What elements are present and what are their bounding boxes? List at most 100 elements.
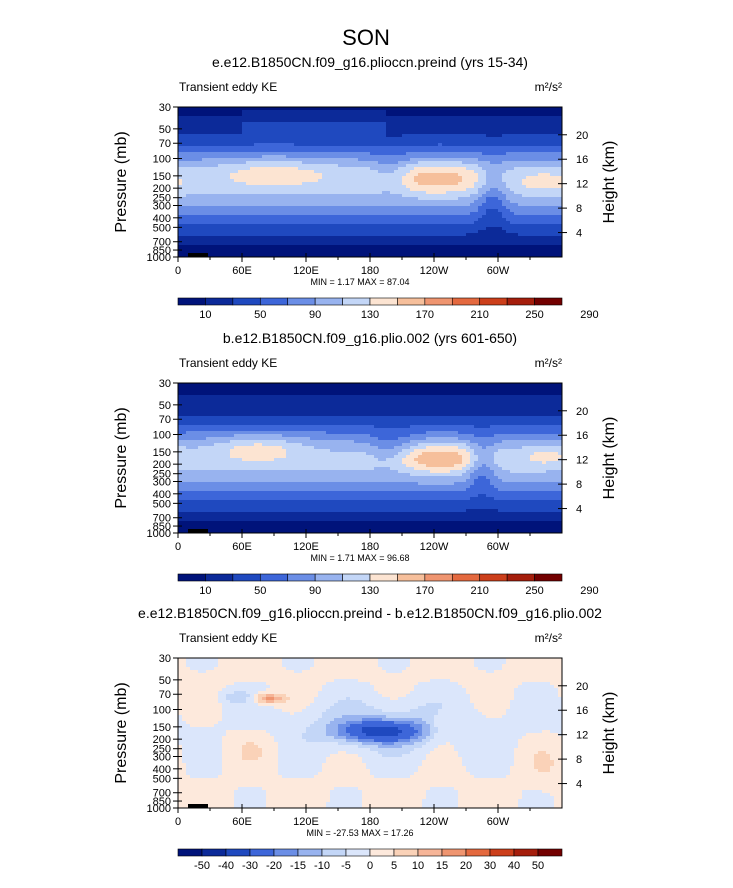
x-tick-label: 120W [420, 541, 449, 553]
colorbar-swatch [232, 297, 261, 306]
x-tick-label: 120W [420, 816, 449, 828]
x-tick-label: 180 [361, 541, 379, 553]
colorbar-label: 10 [199, 309, 211, 321]
panel-field-label: Transient eddy KE [179, 80, 277, 94]
colorbar-label: 5 [391, 860, 397, 872]
colorbar-swatch [342, 573, 371, 582]
colorbar-swatch [424, 573, 453, 582]
colorbar-label: 40 [508, 860, 520, 872]
height-tick-label: 12 [576, 730, 588, 742]
colorbar-swatch [314, 573, 343, 582]
colorbar-label: -30 [242, 860, 258, 872]
colorbar-swatch [451, 573, 481, 582]
colorbar-label: 10 [412, 860, 424, 872]
y-tick-label: 850 [153, 796, 171, 808]
colorbar-swatch [489, 848, 515, 857]
colorbar-swatch [201, 848, 227, 857]
y-tick-label: 30 [159, 653, 171, 665]
figure-title: SON [342, 25, 390, 50]
y-tick-label: 100 [153, 430, 171, 442]
contour-field [178, 658, 563, 809]
y-tick-label: 50 [159, 400, 171, 412]
colorbar-swatch [259, 297, 289, 306]
colorbar-swatch [513, 848, 539, 857]
y-tick-label: 250 [153, 744, 171, 756]
y-tick-label: 250 [153, 193, 171, 205]
colorbar-label: 250 [525, 309, 543, 321]
colorbar-swatch [393, 848, 419, 857]
height-tick-label: 8 [576, 479, 582, 491]
topography-mask [188, 804, 208, 808]
y2-axis-label: Height (km) [601, 417, 618, 500]
y-tick-label: 150 [153, 722, 171, 734]
contour-field [178, 107, 563, 258]
colorbar-label: -5 [341, 860, 351, 872]
colorbar-swatch [369, 848, 395, 857]
colorbar-swatch [534, 297, 563, 306]
y-tick-label: 70 [159, 138, 171, 150]
panel-field-label: Transient eddy KE [179, 631, 277, 645]
y-tick-label: 150 [153, 171, 171, 183]
colorbar-label: 130 [361, 309, 379, 321]
y-tick-label: 850 [153, 245, 171, 257]
x-tick-label: 60W [487, 265, 510, 277]
colorbar: 10 50 90 130 170 210 250 290 [177, 573, 599, 597]
y-tick-label: 200 [153, 734, 171, 746]
height-tick-label: 12 [576, 455, 588, 467]
x-tick-label: 120E [293, 265, 319, 277]
colorbar-swatch [273, 848, 299, 857]
height-tick-label: 4 [576, 504, 582, 516]
colorbar-swatch [232, 573, 261, 582]
colorbar-swatch [397, 297, 426, 306]
panel-units-label: m²/s² [535, 631, 562, 645]
colorbar-label: 90 [309, 585, 321, 597]
colorbar-label: 50 [254, 309, 266, 321]
min-max-stats: MIN = 1.17 MAX = 87.04 [310, 277, 409, 287]
colorbar-swatch [537, 848, 563, 857]
colorbar-swatch [177, 848, 203, 857]
y-tick-label: 50 [159, 124, 171, 136]
y-tick-label: 250 [153, 469, 171, 481]
y-tick-label: 100 [153, 705, 171, 717]
colorbar-label: 210 [471, 585, 489, 597]
colorbar-label: -40 [218, 860, 234, 872]
colorbar-swatch [451, 297, 481, 306]
height-tick-label: 8 [576, 203, 582, 215]
colorbar-label: 90 [309, 309, 321, 321]
y-tick-label: 400 [153, 764, 171, 776]
colorbar-swatch [345, 848, 371, 857]
y-tick-label: 1000 [147, 528, 171, 540]
height-tick-label: 16 [576, 154, 588, 166]
x-tick-label: 120E [293, 816, 319, 828]
height-tick-label: 4 [576, 779, 582, 791]
x-tick-label: 60W [487, 541, 510, 553]
panel-title: e.e12.B1850CN.f09_g16.plioccn.preind - b… [138, 605, 602, 621]
colorbar-swatch [397, 573, 426, 582]
x-tick-label: 0 [175, 816, 181, 828]
height-tick-label: 4 [576, 228, 582, 240]
panel-field-label: Transient eddy KE [179, 356, 277, 370]
x-tick-label: 180 [361, 816, 379, 828]
y2-axis-label: Height (km) [601, 141, 618, 224]
height-tick-label: 20 [576, 130, 588, 142]
panel-title: e.e12.B1850CN.f09_g16.plioccn.preind (yr… [212, 54, 528, 70]
height-tick-label: 8 [576, 754, 582, 766]
x-tick-label: 60W [487, 816, 510, 828]
x-tick-label: 180 [361, 265, 379, 277]
x-tick-label: 0 [175, 265, 181, 277]
y-tick-label: 500 [153, 773, 171, 785]
colorbar-label: 250 [525, 585, 543, 597]
colorbar-swatch [342, 297, 371, 306]
colorbar-swatch [205, 573, 234, 582]
y-tick-label: 400 [153, 489, 171, 501]
colorbar-label: 210 [471, 309, 489, 321]
y-tick-label: 400 [153, 213, 171, 225]
y2-axis-label: Height (km) [601, 692, 618, 775]
colorbar-swatch [249, 848, 275, 857]
y-tick-label: 70 [159, 414, 171, 426]
colorbar-swatch [479, 573, 508, 582]
colorbar-swatch [534, 573, 563, 582]
panel-units-label: m²/s² [535, 80, 562, 94]
colorbar-swatch [177, 297, 206, 306]
colorbar-swatch [479, 297, 508, 306]
